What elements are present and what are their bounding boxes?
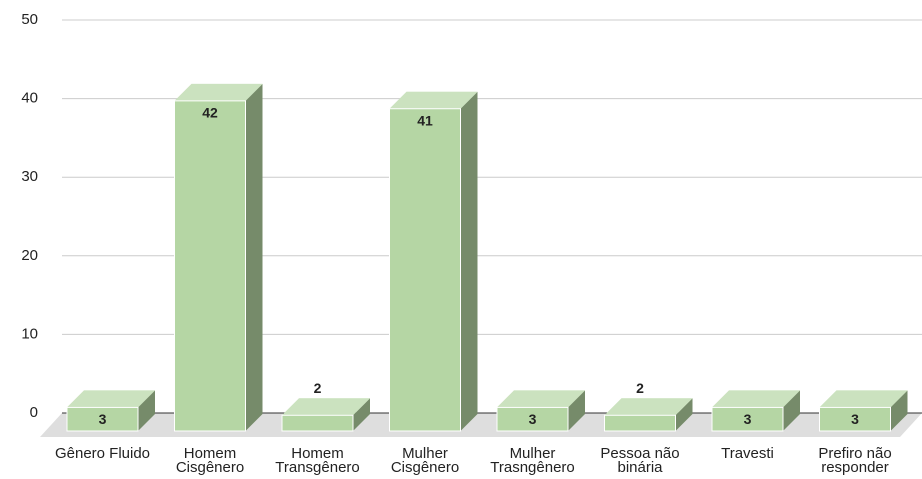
- y-tick-label: 20: [21, 247, 38, 264]
- bar-side: [245, 83, 263, 431]
- x-tick-label: Homem Transgênero: [275, 445, 360, 476]
- y-tick-label: 50: [21, 11, 38, 28]
- y-tick-label: 10: [21, 325, 38, 342]
- bar: [496, 390, 585, 432]
- bar: [66, 390, 155, 432]
- bar-front: [604, 414, 676, 432]
- bar-top: [819, 390, 908, 408]
- y-tick-label: 0: [30, 404, 38, 421]
- bar-side-shade: [138, 390, 155, 431]
- bar-side: [675, 398, 693, 431]
- floor: [40, 413, 922, 437]
- bar-top-shade: [282, 398, 370, 416]
- bar-side-shade: [568, 390, 585, 431]
- bar: [174, 83, 263, 432]
- bar: [819, 390, 908, 432]
- bar-top: [712, 390, 800, 408]
- y-tick-label: 40: [21, 90, 38, 107]
- bar-top-shade: [389, 91, 478, 109]
- x-tick-label: Pessoa não binária: [600, 445, 680, 476]
- bar-front: [711, 406, 784, 432]
- value-label: 2: [636, 380, 644, 396]
- x-tick-label: Mulher Trasngênero: [490, 445, 575, 476]
- bar-top-shade: [604, 398, 693, 416]
- bar-front: [174, 100, 246, 432]
- bar-top: [282, 398, 370, 416]
- value-label: 42: [202, 105, 218, 121]
- bar-top-shade: [819, 390, 908, 408]
- bar: [604, 398, 693, 432]
- bar-top-shade: [174, 83, 263, 101]
- bar-side-shade: [460, 91, 478, 432]
- bar: [711, 390, 800, 432]
- bar-side-shade: [783, 390, 800, 431]
- bar-side: [138, 390, 155, 431]
- bar-side: [460, 91, 478, 432]
- value-label: 41: [417, 112, 433, 128]
- bar-side: [353, 398, 370, 431]
- bar-front: [66, 406, 139, 432]
- bar: [281, 398, 370, 432]
- x-tick-label: Travesti: [721, 445, 774, 462]
- bar-side-shade: [890, 390, 908, 431]
- bar-top: [67, 390, 155, 408]
- bar-top: [389, 91, 478, 109]
- bar-top-shade: [67, 390, 155, 408]
- bar-front: [281, 414, 354, 432]
- bar-front: [496, 406, 569, 432]
- value-label: 2: [314, 380, 322, 396]
- value-label: 3: [851, 411, 859, 427]
- x-tick-label: Homem Cisgênero: [175, 445, 245, 476]
- bar-top: [174, 83, 263, 101]
- value-label: 3: [744, 411, 752, 427]
- bar-front: [819, 406, 891, 432]
- value-label: 3: [529, 411, 537, 427]
- bar-side-shade: [675, 398, 693, 431]
- bar-top-shade: [497, 390, 585, 408]
- x-tick-label: Mulher Cisgênero: [390, 445, 460, 476]
- bar-side: [783, 390, 800, 431]
- y-tick-label: 30: [21, 168, 38, 185]
- value-label: 3: [99, 411, 107, 427]
- bar-top-shade: [712, 390, 800, 408]
- bar-side-shade: [353, 398, 370, 431]
- bar-top: [604, 398, 693, 416]
- bar: [389, 91, 478, 432]
- bar-side-shade: [245, 83, 263, 431]
- bar-side: [890, 390, 908, 431]
- bar-top: [497, 390, 585, 408]
- x-tick-label: Gênero Fluido: [54, 445, 151, 462]
- bar-side: [568, 390, 585, 431]
- bar-front: [389, 108, 461, 432]
- x-tick-label: Prefiro não responder: [818, 445, 892, 476]
